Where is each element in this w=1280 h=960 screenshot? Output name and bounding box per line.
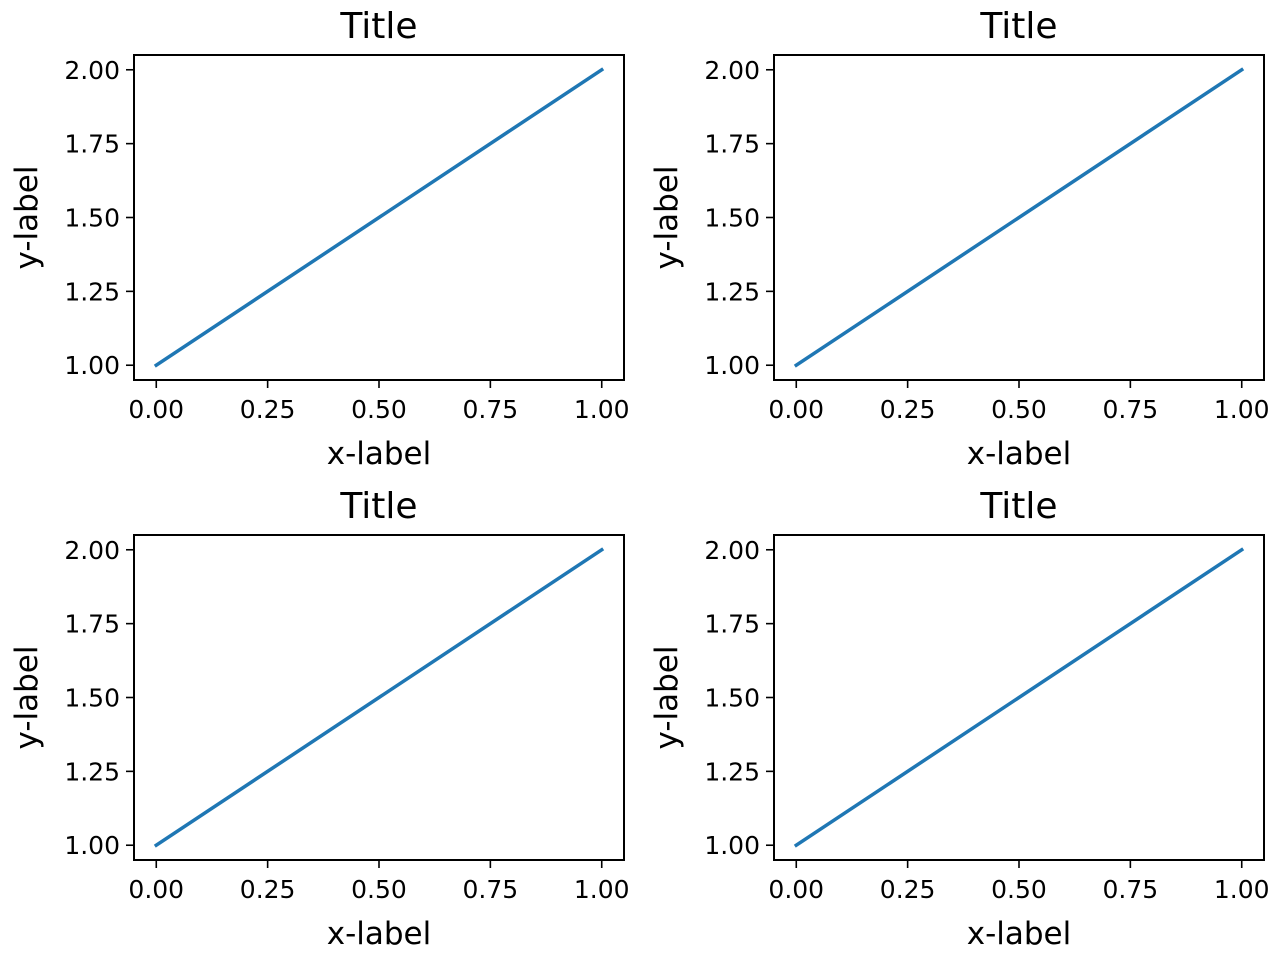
y-tick-label: 1.75: [64, 130, 120, 159]
x-tick-label: 0.25: [880, 395, 936, 424]
subplot-2: 0.00 0.25 0.50 0.75 1.00 1.00 1.25 1.50 1.75 2.00…: [649, 6, 1270, 472]
y-tick-label: 2.00: [64, 56, 120, 85]
y-tick-label: 1.25: [64, 277, 120, 306]
x-axis-label: x-label: [327, 436, 432, 472]
y-tick-label: 1.00: [704, 831, 760, 860]
y-tick-label: 1.25: [704, 757, 760, 786]
x-tick-label: 0.00: [768, 875, 824, 904]
x-tick-label: 0.75: [1103, 395, 1159, 424]
y-tick-label: 1.50: [704, 684, 760, 713]
x-tick-label: 0.25: [240, 395, 296, 424]
y-tick-label: 2.00: [64, 536, 120, 565]
chart-title: Title: [339, 486, 417, 527]
x-axis-label: x-label: [967, 436, 1072, 472]
x-tick-label: 0.75: [1103, 875, 1159, 904]
subplot-3: 0.00 0.25 0.50 0.75 1.00 1.00 1.25 1.50 1.75 2.00…: [9, 486, 630, 952]
y-axis-label: y-label: [9, 166, 45, 270]
subplot-1: 0.00 0.25 0.50 0.75 1.00 1.00 1.25 1.50 1.75 2.00…: [9, 6, 630, 472]
y-tick-label: 1.75: [704, 610, 760, 639]
x-tick-label: 0.75: [463, 875, 519, 904]
x-axis-label: x-label: [967, 916, 1072, 952]
series-line: [153, 547, 605, 848]
chart-title: Title: [979, 486, 1057, 527]
x-tick-label: 0.00: [128, 875, 184, 904]
x-tick-label: 0.75: [463, 395, 519, 424]
x-axis-label: x-label: [327, 916, 432, 952]
series-line: [153, 67, 605, 368]
y-tick-label: 1.75: [704, 130, 760, 159]
y-tick-label: 1.25: [704, 277, 760, 306]
x-tick-label: 0.50: [991, 395, 1047, 424]
chart-title: Title: [339, 6, 417, 47]
series-line: [793, 67, 1245, 368]
x-tick-label: 1.00: [1214, 395, 1270, 424]
x-tick-label: 1.00: [574, 395, 630, 424]
x-tick-label: 0.50: [351, 875, 407, 904]
y-tick-label: 1.25: [64, 757, 120, 786]
x-tick-label: 0.25: [880, 875, 936, 904]
x-tick-label: 0.00: [128, 395, 184, 424]
x-tick-label: 1.00: [574, 875, 630, 904]
y-tick-label: 1.00: [704, 351, 760, 380]
y-axis-label: y-label: [649, 166, 685, 270]
series-line: [793, 547, 1245, 848]
y-tick-label: 1.50: [64, 684, 120, 713]
y-tick-label: 1.50: [704, 204, 760, 233]
y-tick-label: 1.50: [64, 204, 120, 233]
x-tick-label: 1.00: [1214, 875, 1270, 904]
x-tick-label: 0.50: [351, 395, 407, 424]
y-tick-label: 2.00: [704, 536, 760, 565]
y-tick-label: 2.00: [704, 56, 760, 85]
subplot-4: 0.00 0.25 0.50 0.75 1.00 1.00 1.25 1.50 1.75 2.00…: [649, 486, 1270, 952]
y-axis-label: y-label: [9, 646, 45, 750]
y-tick-label: 1.75: [64, 610, 120, 639]
x-tick-label: 0.50: [991, 875, 1047, 904]
x-tick-label: 0.25: [240, 875, 296, 904]
x-tick-label: 0.00: [768, 395, 824, 424]
chart-title: Title: [979, 6, 1057, 47]
y-tick-label: 1.00: [64, 831, 120, 860]
y-tick-label: 1.00: [64, 351, 120, 380]
y-axis-label: y-label: [649, 646, 685, 750]
